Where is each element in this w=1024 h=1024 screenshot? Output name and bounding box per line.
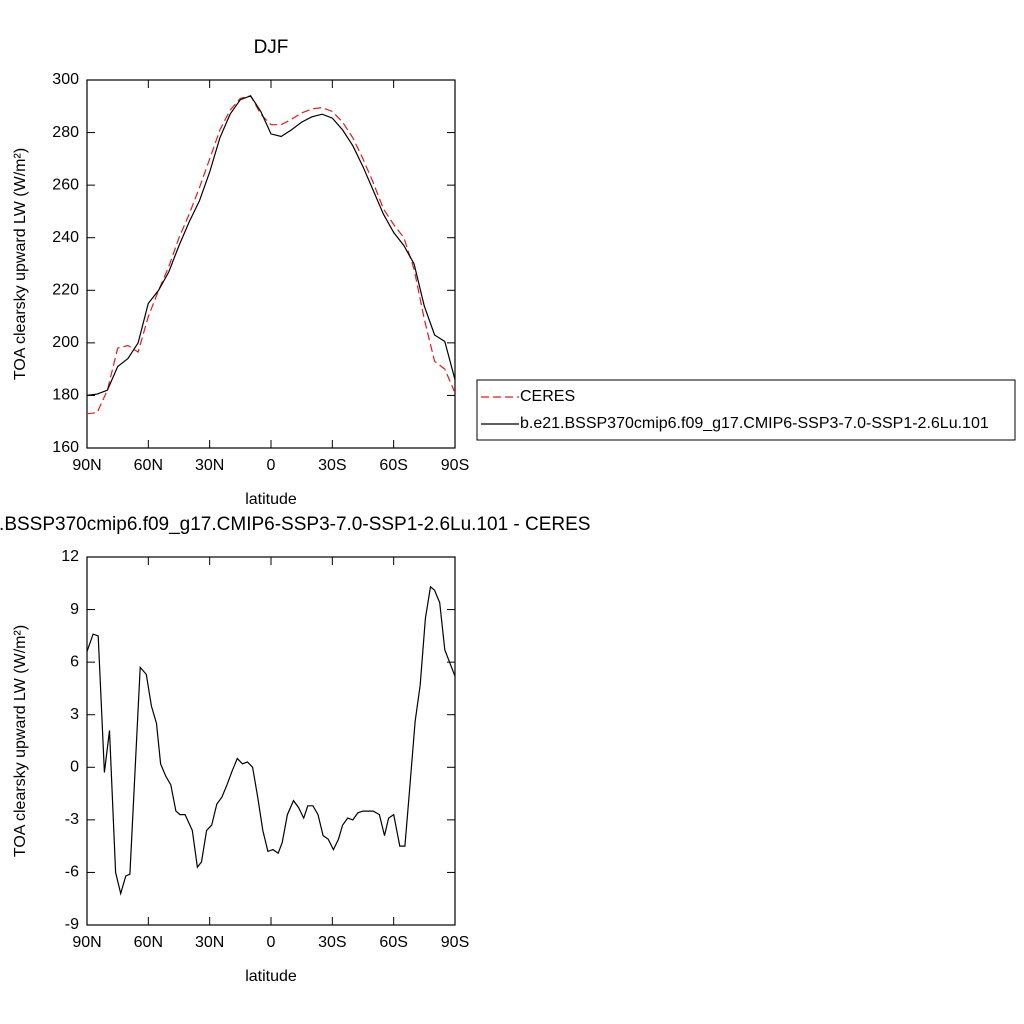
x-axis-label: latitude — [245, 968, 297, 985]
x-axis-label: latitude — [245, 491, 297, 508]
x-tick-label: 60N — [134, 934, 163, 951]
y-tick-label: 220 — [52, 282, 79, 299]
y-tick-label: -9 — [65, 916, 79, 933]
y-tick-label: -6 — [65, 864, 79, 881]
y-tick-label: 0 — [70, 759, 79, 776]
x-tick-label: 0 — [267, 934, 276, 951]
legend-label: b.e21.BSSP370cmip6.f09_g17.CMIP6-SSP3-7.… — [520, 415, 989, 432]
y-tick-label: 9 — [70, 601, 79, 618]
plot-frame — [86, 556, 456, 926]
data-line — [86, 95, 456, 396]
y-tick-label: 3 — [70, 706, 79, 723]
legend-label: CERES — [520, 388, 575, 405]
x-tick-label: 30N — [195, 457, 224, 474]
chart-title: b.e21.BSSP370cmip6.f09_g17.CMIP6-SSP3-7.… — [0, 514, 590, 535]
y-tick-label: 260 — [52, 176, 79, 193]
x-tick-label: 60S — [379, 934, 407, 951]
plot-frame — [86, 79, 456, 449]
y-tick-label: 300 — [52, 71, 79, 88]
chart-title: DJF — [254, 37, 289, 58]
y-axis-label: TOA clearsky upward LW (W/m²) — [12, 148, 29, 380]
x-tick-label: 30S — [318, 934, 346, 951]
x-tick-label: 30N — [195, 934, 224, 951]
x-tick-label: 90S — [441, 934, 469, 951]
y-axis-label: TOA clearsky upward LW (W/m²) — [12, 625, 29, 857]
y-tick-label: 6 — [70, 653, 79, 670]
data-line — [86, 95, 456, 415]
x-tick-label: 30S — [318, 457, 346, 474]
x-tick-label: 0 — [267, 457, 276, 474]
y-tick-label: 180 — [52, 387, 79, 404]
data-line — [86, 585, 456, 896]
y-tick-label: 12 — [61, 548, 79, 565]
x-tick-label: 60S — [379, 457, 407, 474]
x-tick-label: 90N — [72, 934, 101, 951]
y-tick-label: 200 — [52, 334, 79, 351]
x-tick-label: 90N — [72, 457, 101, 474]
y-tick-label: -3 — [65, 811, 79, 828]
y-tick-label: 160 — [52, 439, 79, 456]
x-tick-label: 60N — [134, 457, 163, 474]
x-tick-label: 90S — [441, 457, 469, 474]
y-tick-label: 240 — [52, 229, 79, 246]
y-tick-label: 280 — [52, 124, 79, 141]
legend-box — [476, 379, 1016, 441]
